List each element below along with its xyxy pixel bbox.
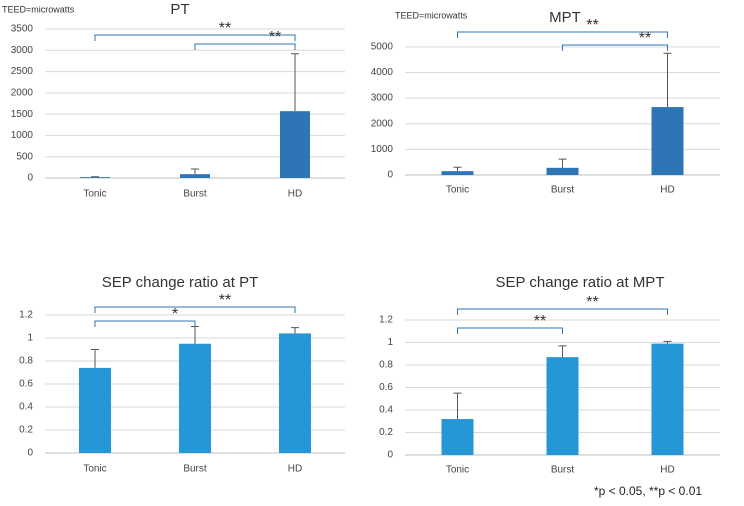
- y-tick-label: 1.2: [379, 315, 393, 326]
- significance-label: **: [219, 292, 231, 309]
- x-tick-label: Tonic: [446, 465, 469, 476]
- error-bar: [663, 340, 672, 344]
- y-tick-label: 4000: [371, 67, 394, 78]
- y-tick-label: 1: [387, 337, 393, 348]
- bar: [80, 177, 110, 178]
- significance-bracket: [194, 43, 296, 50]
- y-tick-label: 1.2: [19, 310, 33, 321]
- bar: [651, 343, 684, 455]
- y-tick-label: 0.8: [379, 360, 393, 371]
- significance-label: **: [219, 20, 231, 37]
- y-tick-label: 0: [387, 450, 393, 461]
- y-tick-label: 0: [387, 170, 393, 181]
- significance-bracket: [457, 327, 563, 334]
- significance-label: **: [534, 313, 546, 330]
- y-tick-label: 0.4: [379, 405, 393, 416]
- significance-label: **: [586, 17, 598, 34]
- y-tick-label: 5000: [371, 41, 394, 52]
- bar: [279, 333, 311, 453]
- x-tick-label: Burst: [551, 465, 575, 476]
- y-tick-label: 0.2: [379, 427, 393, 438]
- y-tick-label: 0: [27, 173, 33, 184]
- error-bar: [191, 326, 199, 344]
- y-tick-label: 0: [27, 448, 33, 459]
- y-tick-label: 0.8: [19, 356, 33, 367]
- significance-bracket: [94, 306, 296, 313]
- y-tick-label: 3000: [11, 45, 34, 56]
- y-tick-label: 0.6: [19, 379, 33, 390]
- error-bar: [558, 345, 567, 358]
- y-tick-label: 2000: [11, 87, 34, 98]
- bar: [441, 419, 474, 455]
- x-tick-label: HD: [660, 465, 674, 476]
- significance-bracket: [562, 44, 668, 51]
- y-tick-label: 0.2: [19, 425, 33, 436]
- chart-title: PT: [170, 1, 189, 18]
- x-tick-label: HD: [288, 189, 302, 200]
- x-tick-label: Tonic: [83, 464, 106, 475]
- significance-bracket: [457, 31, 668, 38]
- error-bar: [663, 52, 672, 108]
- error-bar: [291, 327, 299, 334]
- error-bar: [453, 166, 462, 172]
- bar: [179, 343, 211, 453]
- significance-label: **: [269, 29, 281, 46]
- bar: [79, 367, 111, 453]
- x-tick-label: Tonic: [446, 185, 469, 196]
- y-tick-label: 0.6: [379, 382, 393, 393]
- significance-label: *: [172, 306, 178, 323]
- error-bar: [558, 158, 567, 168]
- error-bar: [91, 349, 99, 368]
- footnote: *p < 0.05, **p < 0.01: [594, 484, 702, 498]
- y-tick-label: 1: [27, 333, 33, 344]
- bar: [546, 167, 579, 175]
- significance-bracket: [94, 34, 296, 41]
- y-tick-label: 0.4: [19, 402, 33, 413]
- y-tick-label: 1000: [371, 144, 394, 155]
- x-tick-label: Tonic: [83, 189, 106, 200]
- x-tick-label: Burst: [551, 185, 575, 196]
- bar: [180, 174, 210, 178]
- significance-bracket: [457, 308, 668, 315]
- annotation: TEED=microwatts: [395, 10, 468, 20]
- significance-bracket: [94, 320, 196, 327]
- chart-title: SEP change ratio at MPT: [496, 274, 665, 291]
- error-bar: [453, 392, 462, 419]
- chart-title: SEP change ratio at PT: [102, 274, 258, 291]
- annotation: TEED=microwatts: [2, 4, 75, 14]
- error-bar: [291, 53, 299, 112]
- y-tick-label: 2000: [371, 118, 394, 129]
- x-tick-label: HD: [660, 185, 674, 196]
- bar: [280, 111, 310, 178]
- y-tick-label: 1000: [11, 130, 34, 141]
- x-tick-label: Burst: [183, 464, 207, 475]
- error-bar: [191, 168, 199, 175]
- y-tick-label: 1500: [11, 109, 34, 120]
- y-tick-label: 500: [16, 151, 33, 162]
- significance-label: **: [639, 30, 651, 47]
- significance-label: **: [586, 294, 598, 311]
- x-tick-label: HD: [288, 464, 302, 475]
- bar: [441, 171, 474, 175]
- y-tick-label: 3000: [371, 93, 394, 104]
- y-tick-label: 2500: [11, 66, 34, 77]
- bar: [546, 357, 579, 455]
- y-tick-label: 3500: [11, 24, 34, 35]
- x-tick-label: Burst: [183, 189, 207, 200]
- bar: [651, 107, 684, 175]
- chart-title: MPT: [549, 9, 581, 26]
